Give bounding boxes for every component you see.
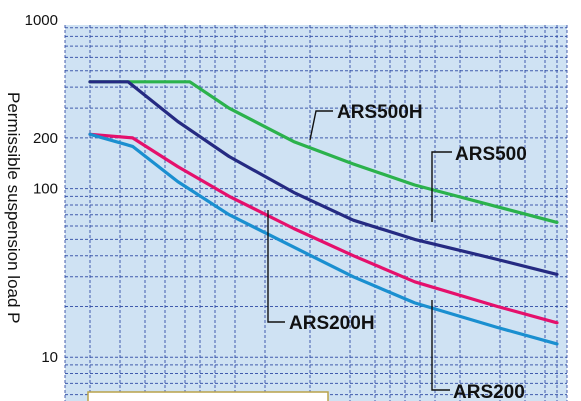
plot-area — [65, 25, 567, 401]
series-label-ars200h: ARS200H — [289, 313, 375, 334]
series-label-ars500: ARS500 — [455, 144, 527, 165]
series-line-ars500 — [88, 80, 559, 276]
y-axis-label: Permissible suspension load P — [4, 92, 23, 324]
series-label-leader — [309, 110, 333, 141]
y-ticks: 1000 200 100 10 — [25, 12, 58, 366]
y-tick-label: 1000 — [25, 12, 58, 29]
series-line-ars200 — [88, 132, 559, 346]
series-label-leader — [267, 210, 285, 323]
y-tick-label: 10 — [41, 349, 58, 366]
y-tick-label: 200 — [33, 130, 58, 147]
plot-background — [65, 25, 567, 401]
series-label-leader — [431, 300, 450, 391]
series-line-ars200h — [88, 132, 559, 325]
series-line-ars500h — [88, 80, 559, 224]
series-labels: ARS500H ARS500 ARS200H ARS200 — [267, 102, 527, 401]
series-lines — [88, 80, 559, 346]
series-label-leader — [431, 151, 452, 222]
series-label-ars500h: ARS500H — [337, 102, 423, 123]
legend-box — [87, 391, 329, 401]
series-label-ars200: ARS200 — [453, 382, 525, 401]
y-tick-label: 100 — [33, 181, 58, 198]
